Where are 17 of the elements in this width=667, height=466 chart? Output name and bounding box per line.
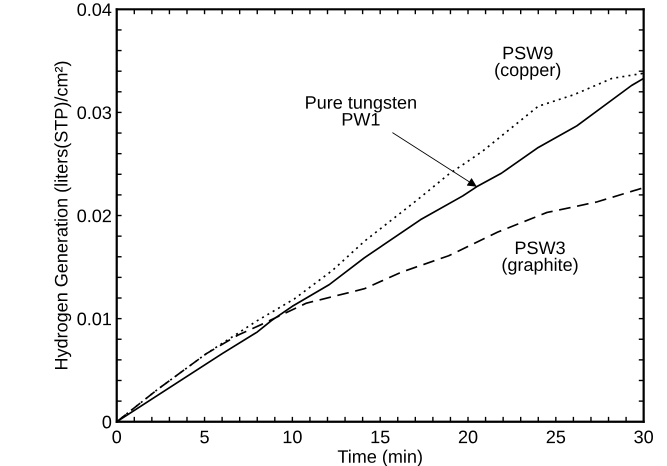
x-tick-label: 20	[458, 430, 478, 444]
series-label: PSW9 (copper)	[495, 46, 560, 80]
x-tick-label: 15	[372, 430, 390, 444]
x-tick-label: 30	[634, 430, 653, 444]
y-axis-title: Hydrogen Generation (liters(STP)/cm²)	[54, 62, 72, 370]
y-tick-label: 0	[102, 416, 112, 428]
x-tick-label: 10	[284, 430, 302, 444]
x-tick-label: 25	[546, 430, 566, 444]
annotation: Pure tungsten PW1	[306, 96, 416, 126]
x-axis-title: Time (min)	[338, 450, 422, 466]
x-tick-label: 0	[112, 430, 122, 444]
y-tick-label: 0.04	[77, 3, 112, 16]
series-label: PSW3 (graphite)	[502, 241, 578, 275]
y-tick-label: 0.03	[77, 106, 112, 120]
x-tick-label: 5	[200, 430, 209, 444]
y-tick-label: 0.02	[77, 209, 111, 222]
y-tick-label: 0.01	[77, 312, 111, 326]
